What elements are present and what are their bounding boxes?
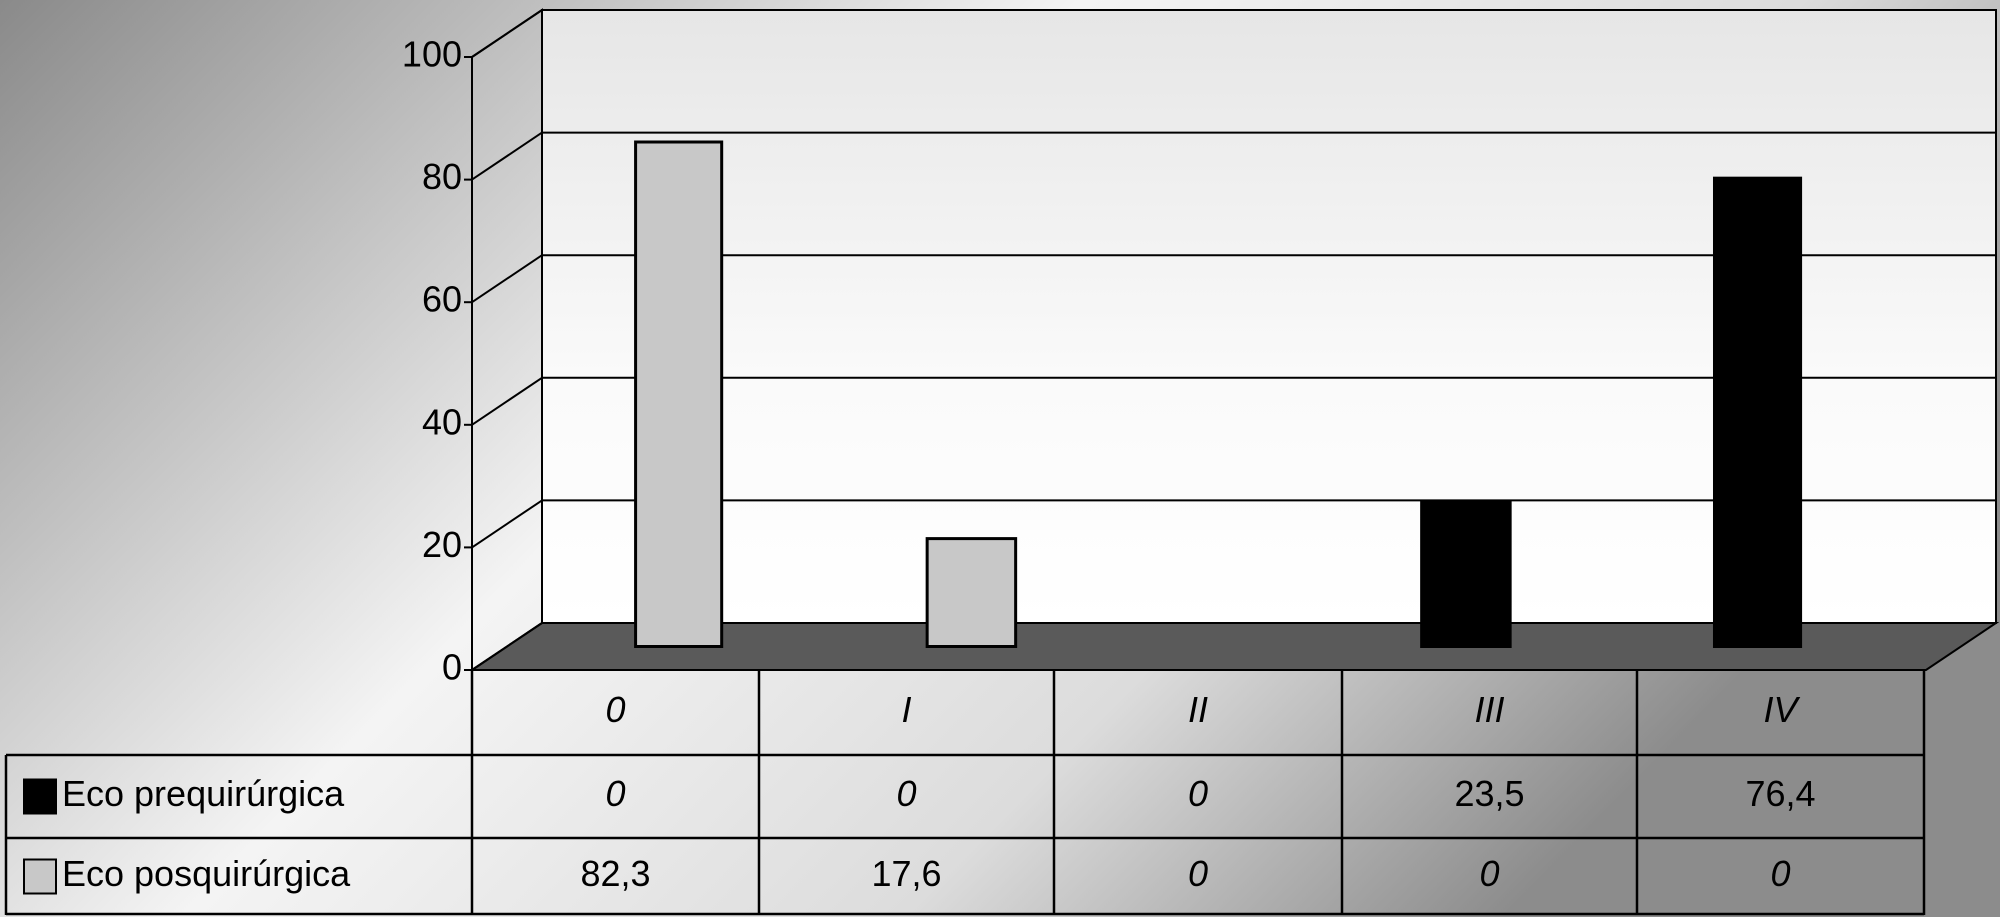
legend-swatch — [23, 858, 57, 895]
value-label: 0 — [1770, 853, 1790, 894]
y-tick-label: 100 — [402, 34, 462, 75]
x-tick-label: 0 — [605, 689, 625, 730]
grid-line — [471, 376, 543, 426]
value-label: 0 — [1479, 853, 1499, 894]
grid-line — [471, 254, 543, 304]
value-label: 17,6 — [871, 853, 941, 894]
grid-line — [471, 499, 543, 549]
bar — [1420, 500, 1512, 648]
value-label: 0 — [1188, 773, 1208, 814]
y-tick-label: 20 — [422, 524, 462, 565]
bars — [634, 140, 1803, 648]
x-tick-label: I — [901, 689, 911, 730]
y-tick-label: 80 — [422, 156, 462, 197]
bar — [925, 537, 1018, 648]
legend-label: Eco prequirúrgica — [62, 773, 345, 814]
grid-line — [471, 622, 543, 671]
x-tick-label: III — [1474, 689, 1504, 730]
y-tick-label: 0 — [442, 647, 462, 688]
x-tick-label: IV — [1763, 689, 1800, 730]
bar — [634, 140, 724, 648]
value-label: 0 — [896, 773, 916, 814]
grid-line — [471, 9, 543, 58]
x-tick-label: II — [1188, 689, 1208, 730]
y-tick-label: 60 — [422, 279, 462, 320]
value-label: 76,4 — [1745, 773, 1815, 814]
value-label: 82,3 — [580, 853, 650, 894]
bar — [1712, 176, 1803, 648]
value-label: 0 — [1188, 853, 1208, 894]
value-label: 0 — [605, 773, 625, 814]
grid-line — [471, 131, 543, 181]
legend-label: Eco posquirúrgica — [62, 853, 351, 894]
y-tick-label: 40 — [422, 401, 462, 442]
legend-swatch — [23, 778, 57, 815]
value-label: 23,5 — [1454, 773, 1524, 814]
